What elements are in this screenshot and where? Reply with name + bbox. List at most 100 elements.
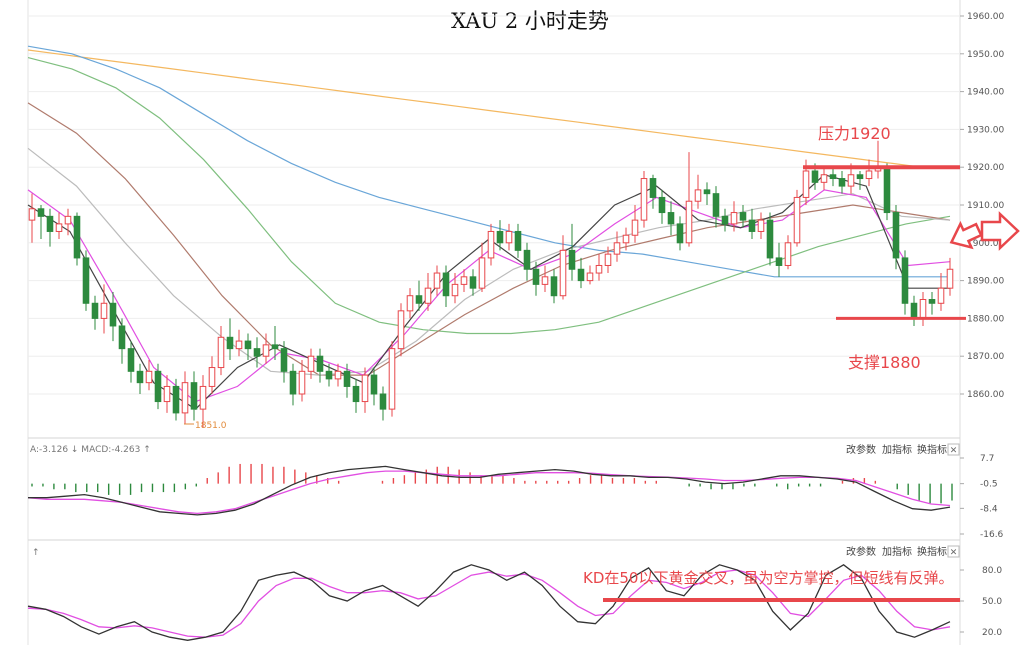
candle-body — [361, 374, 369, 403]
candle-body — [199, 385, 207, 410]
candle-body — [757, 219, 765, 232]
candle-body — [154, 370, 162, 403]
resistance-label: 压力1920 — [818, 124, 891, 143]
candle-body — [406, 295, 414, 312]
candle-body — [262, 344, 270, 357]
candle-body — [181, 382, 189, 414]
candle-body — [208, 367, 216, 387]
candle-body — [415, 295, 423, 304]
macd-header: A:-3.126 ↓ MACD:-4.263 ↑ — [30, 445, 151, 455]
candle-body — [100, 302, 108, 319]
price-tick-label: 1930.00 — [967, 125, 1004, 135]
candle-body — [865, 170, 873, 180]
candle-body — [325, 370, 333, 380]
candle-body — [496, 230, 504, 244]
macd-switch-indicator-button[interactable]: 换指标 — [917, 443, 947, 456]
candle-body — [829, 174, 837, 180]
candle-body — [586, 272, 594, 282]
candle-body — [514, 230, 522, 251]
kd-axis-ticks: 80.0 50.0 20.0 — [960, 566, 1002, 638]
candle-body — [64, 215, 72, 225]
macd-histogram — [31, 463, 953, 504]
kd-add-indicator-button[interactable]: 加指标 — [882, 545, 912, 558]
candle-body — [838, 178, 846, 187]
candle-body — [91, 302, 99, 319]
candle-body — [946, 268, 954, 289]
candle-body — [397, 310, 405, 350]
kd-tick-label: 20.0 — [982, 628, 1002, 638]
candle-body — [424, 287, 432, 304]
candle-body — [730, 212, 738, 225]
candle-body — [811, 170, 819, 183]
price-tick-label: 1960.00 — [967, 12, 1004, 22]
price-tick-label: 1860.00 — [967, 390, 1004, 400]
candle-body — [901, 257, 909, 304]
candle-body — [568, 249, 576, 270]
candle-body — [604, 253, 612, 266]
candle-body — [703, 189, 711, 195]
candle-body — [919, 299, 927, 319]
candle-body — [640, 178, 648, 221]
kd-header: ↑ — [32, 548, 40, 558]
candle-body — [433, 272, 441, 289]
candle-body — [253, 348, 261, 357]
price-tick-label: 1900.00 — [967, 239, 1004, 249]
candle-body — [802, 170, 810, 198]
moving-average-line — [27, 57, 951, 335]
candle-body — [577, 268, 585, 282]
candle-body — [235, 340, 243, 350]
candle-body — [721, 215, 729, 225]
candle-body — [469, 276, 477, 289]
macd-edit-params-button[interactable]: 改参数 — [846, 443, 876, 456]
candle-body — [613, 242, 621, 255]
candle-body — [190, 382, 198, 410]
kd-annotation: KD在50以下黄金交叉，虽为空方掌控，但短线有反弹。 — [583, 569, 953, 587]
forecast-right-arrow — [980, 211, 1020, 251]
price-tick-label: 1940.00 — [967, 88, 1004, 98]
candle-body — [748, 219, 756, 232]
kd-tick-label: 80.0 — [982, 566, 1002, 576]
candle-body — [694, 189, 702, 202]
support-label: 支撑1880 — [848, 353, 921, 372]
candle-body — [676, 223, 684, 244]
kd-close-icon: ✕ — [950, 548, 958, 558]
candle-body — [685, 200, 693, 244]
macd-close-button[interactable] — [947, 443, 960, 456]
candle-body — [820, 174, 828, 183]
candle-body — [847, 174, 855, 187]
candle-body — [622, 234, 630, 244]
kd-switch-indicator-button[interactable]: 换指标 — [917, 545, 947, 558]
candle-body — [307, 355, 315, 372]
macd-tick-label: -8.4 — [980, 504, 998, 514]
candle-body — [937, 287, 945, 304]
moving-average-line — [27, 49, 950, 168]
price-axis-ticks: 1960.00 1950.00 1940.00 1930.00 1920.00 1910.… — [960, 12, 1004, 400]
candle-body — [451, 283, 459, 297]
macd-close-icon: ✕ — [950, 446, 958, 456]
candle-body — [352, 385, 360, 403]
price-tick-label: 1920.00 — [967, 163, 1004, 173]
candle-body — [712, 193, 720, 217]
candle-body — [739, 212, 747, 221]
candle-body — [523, 249, 531, 270]
candle-body — [379, 393, 387, 410]
candle-body — [343, 370, 351, 387]
candle-body — [145, 370, 153, 384]
candle-body — [784, 242, 792, 266]
kd-close-button[interactable] — [947, 545, 960, 558]
candle-body — [298, 370, 306, 395]
candle-body — [505, 230, 513, 244]
macd-add-indicator-button[interactable]: 加指标 — [882, 443, 912, 456]
candle-body — [658, 196, 666, 214]
moving-average-line — [27, 45, 950, 278]
macd-dif-line — [28, 465, 951, 516]
price-tick-label: 1880.00 — [967, 314, 1004, 324]
candle-body — [127, 348, 135, 372]
candle-body — [892, 212, 900, 259]
kd-k-line — [27, 564, 951, 641]
candle-body — [631, 219, 639, 236]
candle-body — [667, 212, 675, 225]
kd-edit-params-button[interactable]: 改参数 — [846, 545, 876, 558]
